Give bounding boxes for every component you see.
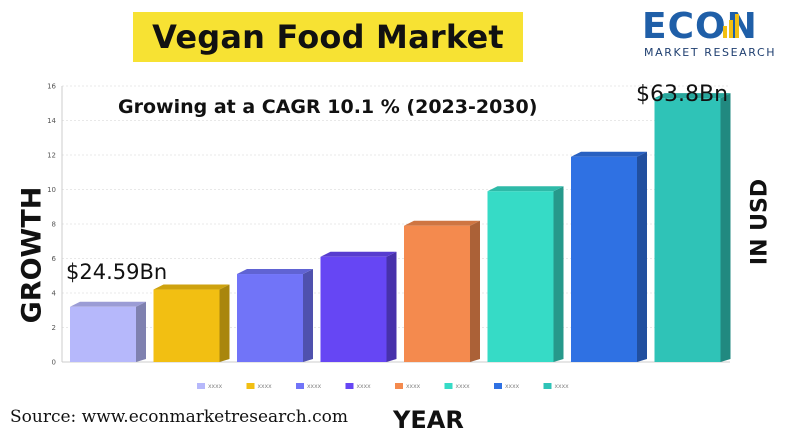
legend-swatch [345,383,354,389]
bar-front [404,225,470,362]
legend-item: xxxx [395,383,421,390]
legend-label: xxxx [505,383,520,390]
bar-top [320,251,397,257]
bar-top [153,284,230,290]
bar-side [219,284,230,362]
logo-bars-icon [723,14,739,38]
legend-swatch [444,383,453,389]
bar-top [404,220,480,226]
bar-front [153,289,220,362]
legend-item: xxxx [345,383,372,390]
bar-1 [70,301,146,362]
bar-top [237,269,313,275]
bar-front [571,156,637,362]
bar-front [320,256,387,362]
logo-tagline: MARKET RESEARCH [644,46,777,59]
legend-swatch [395,383,403,389]
bar-4 [320,251,397,362]
start-value-annotation: $24.59Bn [66,260,168,284]
y-tick-label: 0 [52,359,56,367]
bar-front [237,274,303,362]
title-banner: Vegan Food Market [133,12,523,62]
end-value-annotation: $63.8Bn [636,82,729,107]
bar-8 [654,93,731,362]
legend-swatch [197,383,205,389]
bar-6 [487,186,564,362]
y-axis-label-right: IN USD [747,178,773,266]
bar-side [553,186,564,362]
legend-item: xxxx [543,383,570,390]
bar-5 [404,220,480,362]
y-axis-label-left: GROWTH [16,186,48,324]
bar-top [654,93,731,99]
bar-side [637,151,647,362]
legend-item: xxxx [296,383,322,390]
y-tick-label: 2 [52,324,56,332]
chart-legend: xxxx xxxx xxxx xxxx xxxx xxxx xxxx xxxx [197,383,569,390]
y-tick-label: 8 [52,221,56,229]
bar-front [654,98,721,362]
legend-swatch [543,383,552,389]
bar-top [571,151,647,157]
legend-swatch [494,383,502,389]
page-title: Vegan Food Market [152,18,504,56]
bar-side [720,93,731,362]
legend-label: xxxx [456,383,471,390]
y-tick-label: 6 [52,255,57,263]
legend-label: xxxx [406,383,421,390]
legend-label: xxxx [307,383,322,390]
bar-front [70,306,136,362]
y-tick-label: 16 [47,83,56,91]
x-axis-label: YEAR [393,406,464,434]
bar-side [386,251,397,362]
bar-side [303,269,313,362]
chart-subtitle: Growing at a CAGR 10.1 % (2023-2030) [118,96,538,118]
bar-7 [571,151,647,362]
legend-item: xxxx [246,383,273,390]
legend-item: xxxx [444,383,471,390]
legend-label: xxxx [258,383,273,390]
bar-3 [237,269,313,362]
econ-logo: ECON MARKET RESEARCH [642,6,792,62]
legend-label: xxxx [357,383,372,390]
legend-swatch [246,383,255,389]
legend-label: xxxx [208,383,223,390]
bar-side [470,220,480,362]
bar-front [487,191,554,362]
bar-top [70,301,146,307]
legend-item: xxxx [197,383,223,390]
bar-side [136,301,146,362]
bar-2 [153,284,230,362]
legend-label: xxxx [555,383,570,390]
y-tick-label: 12 [47,152,56,160]
y-tick-label: 4 [52,290,57,298]
legend-item: xxxx [494,383,520,390]
bar-top [487,186,564,192]
y-tick-label: 10 [47,186,56,194]
chart-bars [70,93,731,362]
source-credit: Source: www.econmarketresearch.com [10,407,349,427]
y-tick-label: 14 [47,117,56,125]
legend-swatch [296,383,304,389]
